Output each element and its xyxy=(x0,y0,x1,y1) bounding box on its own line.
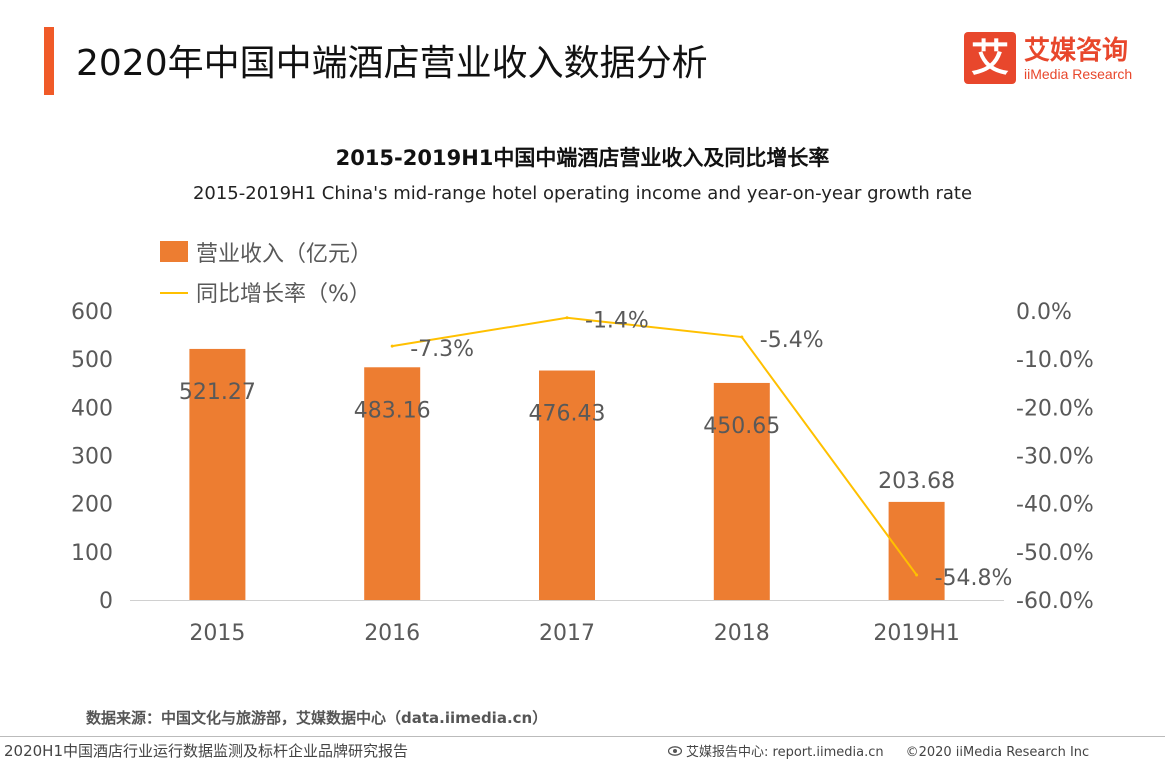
revenue-data-label: 521.27 xyxy=(179,380,256,405)
revenue-bar xyxy=(189,348,246,600)
legend-revenue-label: 营业收入（亿元） xyxy=(196,242,372,267)
growth-rate-data-label: -5.4% xyxy=(760,328,824,353)
brand-logo: 艾 艾媒咨询 iiMedia Research xyxy=(964,30,1154,90)
left-axis-tick-label: 600 xyxy=(71,300,113,325)
chart-subtitle: 2015-2019H1 China's mid-range hotel oper… xyxy=(192,183,973,204)
eye-icon xyxy=(667,745,683,760)
growth-rate-line xyxy=(392,316,918,576)
growth-rate-point xyxy=(915,573,919,577)
left-axis-tick-label: 300 xyxy=(71,445,113,470)
logo-english-name: iiMedia Research xyxy=(1024,66,1133,82)
left-axis-tick-label: 100 xyxy=(71,541,113,566)
legend-growth-label: 同比增长率（%） xyxy=(196,282,371,307)
revenue-data-label: 203.68 xyxy=(878,469,955,494)
right-axis-tick-label: -30.0% xyxy=(1016,445,1094,470)
growth-rate-point xyxy=(740,335,744,339)
logo-mark-icon: 艾 xyxy=(964,32,1016,84)
right-axis-tick-label: 0.0% xyxy=(1016,300,1072,325)
logo-chinese-name: 艾媒咨询 xyxy=(1024,36,1129,66)
x-axis-tick-label: 2017 xyxy=(539,621,595,646)
footer-report-title: 2020H1中国酒店行业运行数据监测及标杆企业品牌研究报告 xyxy=(4,742,408,760)
left-axis-tick-label: 400 xyxy=(71,396,113,421)
revenue-bar xyxy=(713,382,770,600)
right-axis-tick-label: -10.0% xyxy=(1016,348,1094,373)
growth-rate-point xyxy=(390,344,394,348)
data-source: 数据来源：中国文化与旅游部，艾媒数据中心（data.iimedia.cn） xyxy=(86,709,548,727)
growth-rate-point xyxy=(565,316,569,320)
revenue-data-label: 450.65 xyxy=(703,414,780,439)
x-axis-tick-label: 2016 xyxy=(364,621,420,646)
revenue-bar xyxy=(364,367,421,600)
footer-divider xyxy=(0,736,1165,737)
title-accent-bar xyxy=(44,27,54,95)
footer-right: 艾媒报告中心: report.iimedia.cn ©2020 iiMedia R… xyxy=(667,741,1090,760)
revenue-data-label: 483.16 xyxy=(354,398,431,423)
left-axis-tick-label: 0 xyxy=(99,589,113,614)
growth-rate-data-label: -1.4% xyxy=(585,309,649,334)
combo-chart: 0 100 200 300 400 500 600 0.0% -10.0% -20.0% -30.0… xyxy=(71,241,1094,646)
revenue-data-label: 476.43 xyxy=(529,402,606,427)
footer-copyright: ©2020 iiMedia Research Inc xyxy=(905,745,1090,760)
right-axis-tick-label: -60.0% xyxy=(1016,589,1094,614)
right-axis-tick-label: -20.0% xyxy=(1016,396,1094,421)
page-title: 2020年中国中端酒店营业收入数据分析 xyxy=(76,43,708,84)
left-axis-tick-label: 200 xyxy=(71,493,113,518)
right-axis-tick-label: -50.0% xyxy=(1016,541,1094,566)
x-axis-tick-label: 2019H1 xyxy=(873,621,960,646)
growth-rate-data-label: -7.3% xyxy=(410,337,474,362)
growth-rate-data-label: -54.8% xyxy=(935,566,1013,591)
revenue-bar xyxy=(539,370,595,600)
right-axis-tick-label: -40.0% xyxy=(1016,493,1094,518)
x-axis-tick-label: 2015 xyxy=(189,621,245,646)
chart-title: 2015-2019H1中国中端酒店营业收入及同比增长率 xyxy=(335,146,830,170)
legend-revenue-swatch xyxy=(160,241,188,262)
footer-report-center[interactable]: 艾媒报告中心: report.iimedia.cn xyxy=(686,745,884,760)
left-axis-tick-label: 500 xyxy=(71,348,113,373)
x-axis-tick-label: 2018 xyxy=(714,621,770,646)
